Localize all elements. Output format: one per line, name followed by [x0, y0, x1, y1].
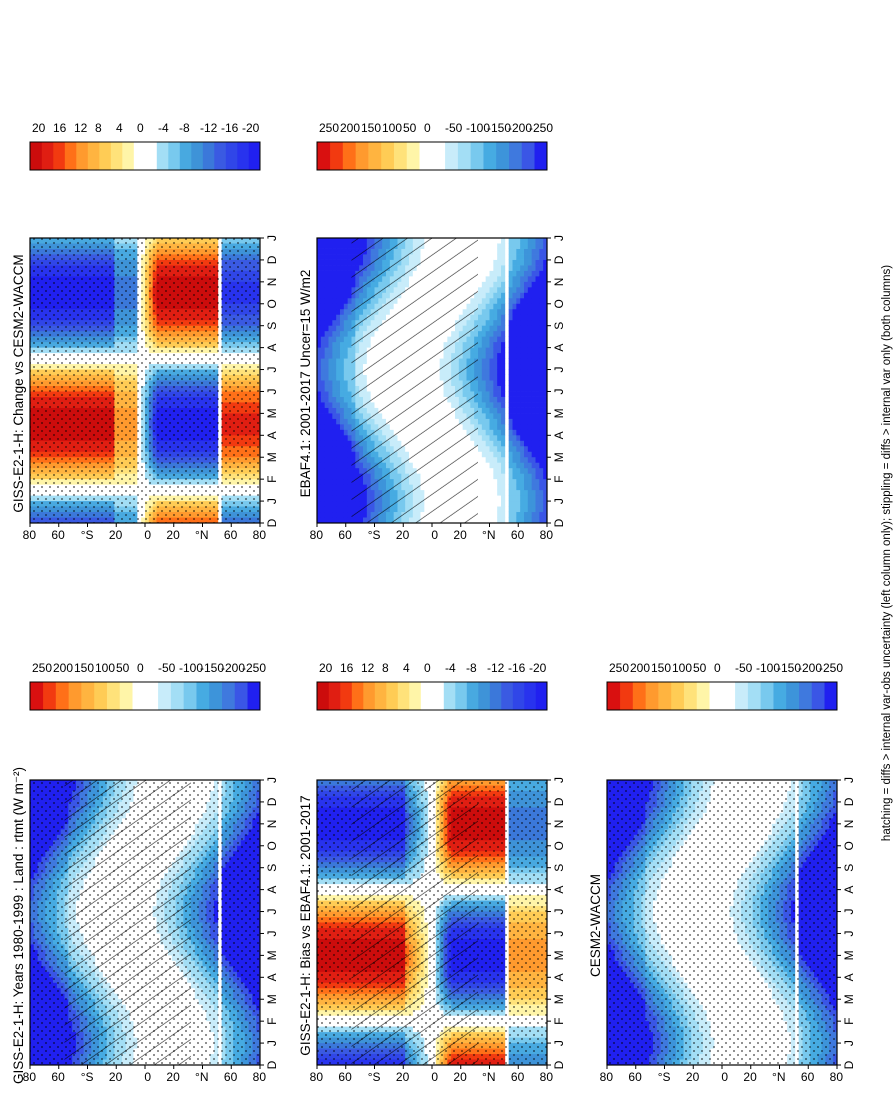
panel-title: GISS-E2-1-H: Years 1980-1999 : Land : rt…: [11, 767, 26, 1084]
colorbar-swatch: [221, 682, 235, 710]
colorbar-swatch: [234, 682, 248, 710]
lat-label: °S: [81, 1070, 94, 1084]
month-label: J: [265, 909, 279, 915]
month-label: O: [265, 841, 279, 850]
colorbar-swatch: [119, 682, 133, 710]
month-label: S: [265, 864, 279, 872]
colorbar-tick-label: 50: [116, 661, 130, 675]
colorbar-tick-label: 100: [95, 661, 115, 675]
lat-label: 20: [166, 1070, 180, 1084]
colorbar: 250 200 150 100 50 0 -50 -100-150-200-250: [29, 661, 266, 711]
month-label: N: [265, 820, 279, 829]
month-label: J: [265, 777, 279, 783]
month-label: D: [265, 1060, 279, 1069]
lat-label: 80: [253, 1070, 267, 1084]
month-label: J: [265, 930, 279, 936]
colorbar-swatch: [81, 682, 95, 710]
lat-label: °N: [195, 1070, 208, 1084]
month-label: A: [265, 886, 279, 894]
colorbar-swatch: [208, 682, 222, 710]
colorbar-swatch: [132, 682, 146, 710]
colorbar-swatch: [170, 682, 184, 710]
colorbar-tick-label: -50: [158, 661, 176, 675]
lat-label: 20: [109, 1070, 123, 1084]
lat-label: 0: [144, 1070, 151, 1084]
month-label: M: [265, 994, 279, 1004]
panel-0: GISS-E2-1-H: Years 1980-1999 : Land : rt…: [11, 661, 279, 1084]
colorbar-swatch: [68, 682, 82, 710]
month-label: A: [265, 973, 279, 981]
lat-label: 60: [224, 1070, 238, 1084]
colorbar-tick-label: 250: [32, 661, 52, 675]
colorbar-swatch: [145, 682, 159, 710]
lat-label: 60: [51, 1070, 65, 1084]
colorbar-tick-label: 150: [74, 661, 94, 675]
month-label: F: [265, 1017, 279, 1024]
month-label: J: [265, 1040, 279, 1046]
panel-1: GISS-E2-1-H: Bias vs EBAF4.1: 2001-2017D…: [298, 661, 566, 1084]
colorbar-swatch: [106, 682, 120, 710]
colorbar-tick-label: 0: [137, 661, 144, 675]
colorbar-swatch: [247, 682, 261, 710]
colorbar-swatch: [30, 682, 44, 710]
panel-title: GISS-E2-1-H: Bias vs EBAF4.1: 2001-2017: [298, 795, 313, 1055]
colorbar-swatch: [196, 682, 210, 710]
colorbar-tick-label: -250: [242, 661, 266, 675]
footer-note: hatching = diffs > internal var-obs unce…: [881, 265, 893, 841]
colorbar-swatch: [93, 682, 107, 710]
month-label: M: [265, 950, 279, 960]
colorbar-tick-label: 200: [53, 661, 73, 675]
hatching-overlay: [64, 780, 191, 1065]
colorbar-swatch: [55, 682, 69, 710]
colorbar-swatch: [42, 682, 56, 710]
colorbar-swatch: [157, 682, 171, 710]
month-label: D: [265, 797, 279, 806]
colorbar-swatch: [183, 682, 197, 710]
lat-label: 80: [23, 1070, 37, 1084]
